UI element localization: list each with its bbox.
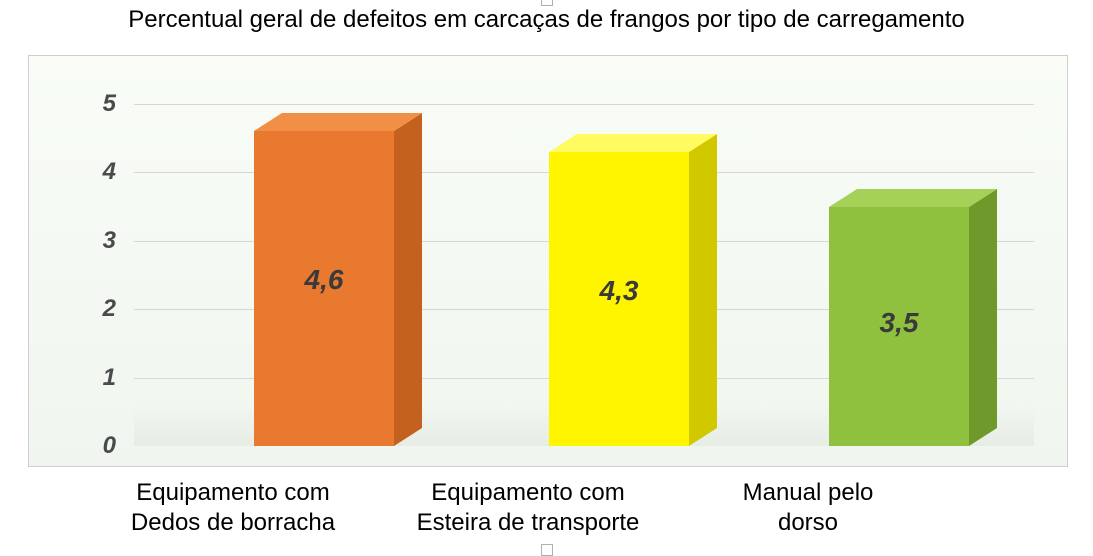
bar-side xyxy=(969,189,997,446)
bar-value-label: 3,5 xyxy=(829,307,969,339)
y-tick-label: 3 xyxy=(103,227,116,255)
bar-value-label: 4,3 xyxy=(549,275,689,307)
chart-title: Percentual geral de defeitos em carcaças… xyxy=(0,6,1093,34)
resize-handle-bottom[interactable] xyxy=(541,544,553,556)
x-tick-label-line: dorso xyxy=(698,508,918,538)
plot-area: 0123454,64,33,5 xyxy=(134,104,1034,446)
x-tick-label-line: Dedos de borracha xyxy=(103,508,363,538)
x-axis-labels: Equipamento comDedos de borrachaEquipame… xyxy=(28,478,1068,548)
resize-handle-top[interactable] xyxy=(541,0,553,6)
x-tick-label-line: Equipamento com xyxy=(383,478,673,508)
bar-value-label: 4,6 xyxy=(254,264,394,296)
bar: 4,3 xyxy=(549,152,689,446)
y-tick-label: 0 xyxy=(103,432,116,460)
x-tick-label-line: Manual pelo xyxy=(698,478,918,508)
y-tick-label: 4 xyxy=(103,158,116,186)
x-tick-label: Equipamento comEsteira de transporte xyxy=(383,478,673,538)
bar: 4,6 xyxy=(254,131,394,446)
bar-top xyxy=(254,113,422,131)
bar-top xyxy=(829,189,997,207)
y-tick-label: 2 xyxy=(103,295,116,323)
y-tick-label: 1 xyxy=(103,364,116,392)
bar-side xyxy=(689,134,717,446)
plot-frame: 0 1 2 3 4 5 4,6 4,3 3,5 xyxy=(28,55,1068,467)
x-tick-label-line: Equipamento com xyxy=(103,478,363,508)
x-tick-label: Equipamento comDedos de borracha xyxy=(103,478,363,538)
y-tick-label: 5 xyxy=(103,90,116,118)
bar-top xyxy=(549,134,717,152)
bar: 3,5 xyxy=(829,207,969,446)
bar-side xyxy=(394,113,422,446)
x-tick-label-line: Esteira de transporte xyxy=(383,508,673,538)
gridline xyxy=(134,104,1034,105)
x-tick-label: Manual pelodorso xyxy=(698,478,918,538)
